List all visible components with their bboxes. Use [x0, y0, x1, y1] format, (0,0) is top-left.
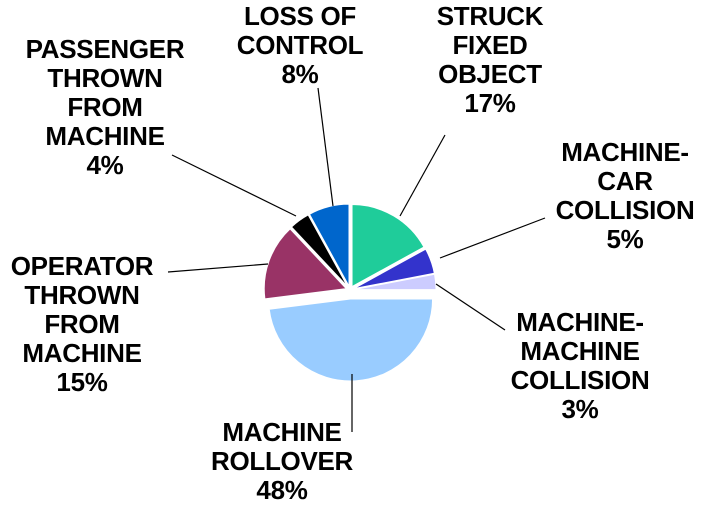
value-label: 3% [561, 394, 599, 424]
category-label: LOSS OF CONTROL [236, 1, 364, 60]
pie-slice [268, 298, 434, 382]
value-label: 15% [56, 367, 108, 397]
category-label: MACHINE ROLLOVER [210, 417, 354, 476]
slice-label: OPERATOR THROWN FROM MACHINE 15% [11, 252, 154, 397]
category-label: PASSENGER THROWN FROM MACHINE [25, 34, 185, 151]
leader-line [167, 263, 269, 273]
slice-label: MACHINE- CAR COLLISION 5% [556, 138, 695, 254]
leader-line [399, 134, 446, 217]
value-label: 5% [606, 224, 644, 254]
pie-slice [353, 248, 435, 290]
pie-slice [263, 228, 348, 300]
value-label: 48% [256, 475, 308, 505]
pie-slice [308, 203, 350, 287]
pie-slice [290, 214, 349, 288]
slice-label: MACHINE- MACHINE COLLISION 3% [511, 308, 650, 424]
value-label: 4% [86, 150, 124, 180]
value-label: 8% [281, 59, 319, 89]
value-label: 17% [464, 88, 516, 118]
leader-line [171, 154, 297, 217]
leader-line [435, 283, 506, 331]
category-label: MACHINE- CAR COLLISION [555, 137, 695, 225]
category-label: OPERATOR THROWN FROM MACHINE [10, 251, 154, 368]
category-label: STRUCK FIXED OBJECT [436, 1, 544, 89]
category-label: MACHINE- MACHINE COLLISION [510, 307, 650, 395]
pie-slice [353, 273, 437, 291]
slice-label: PASSENGER THROWN FROM MACHINE 4% [26, 35, 185, 180]
slice-label: STRUCK FIXED OBJECT 17% [437, 2, 544, 118]
pie-slice [351, 204, 425, 288]
slice-label: LOSS OF CONTROL 8% [236, 1, 364, 89]
slice-label: MACHINE ROLLOVER 48% [211, 418, 353, 505]
leader-line [439, 217, 546, 259]
leader-line [317, 87, 334, 207]
